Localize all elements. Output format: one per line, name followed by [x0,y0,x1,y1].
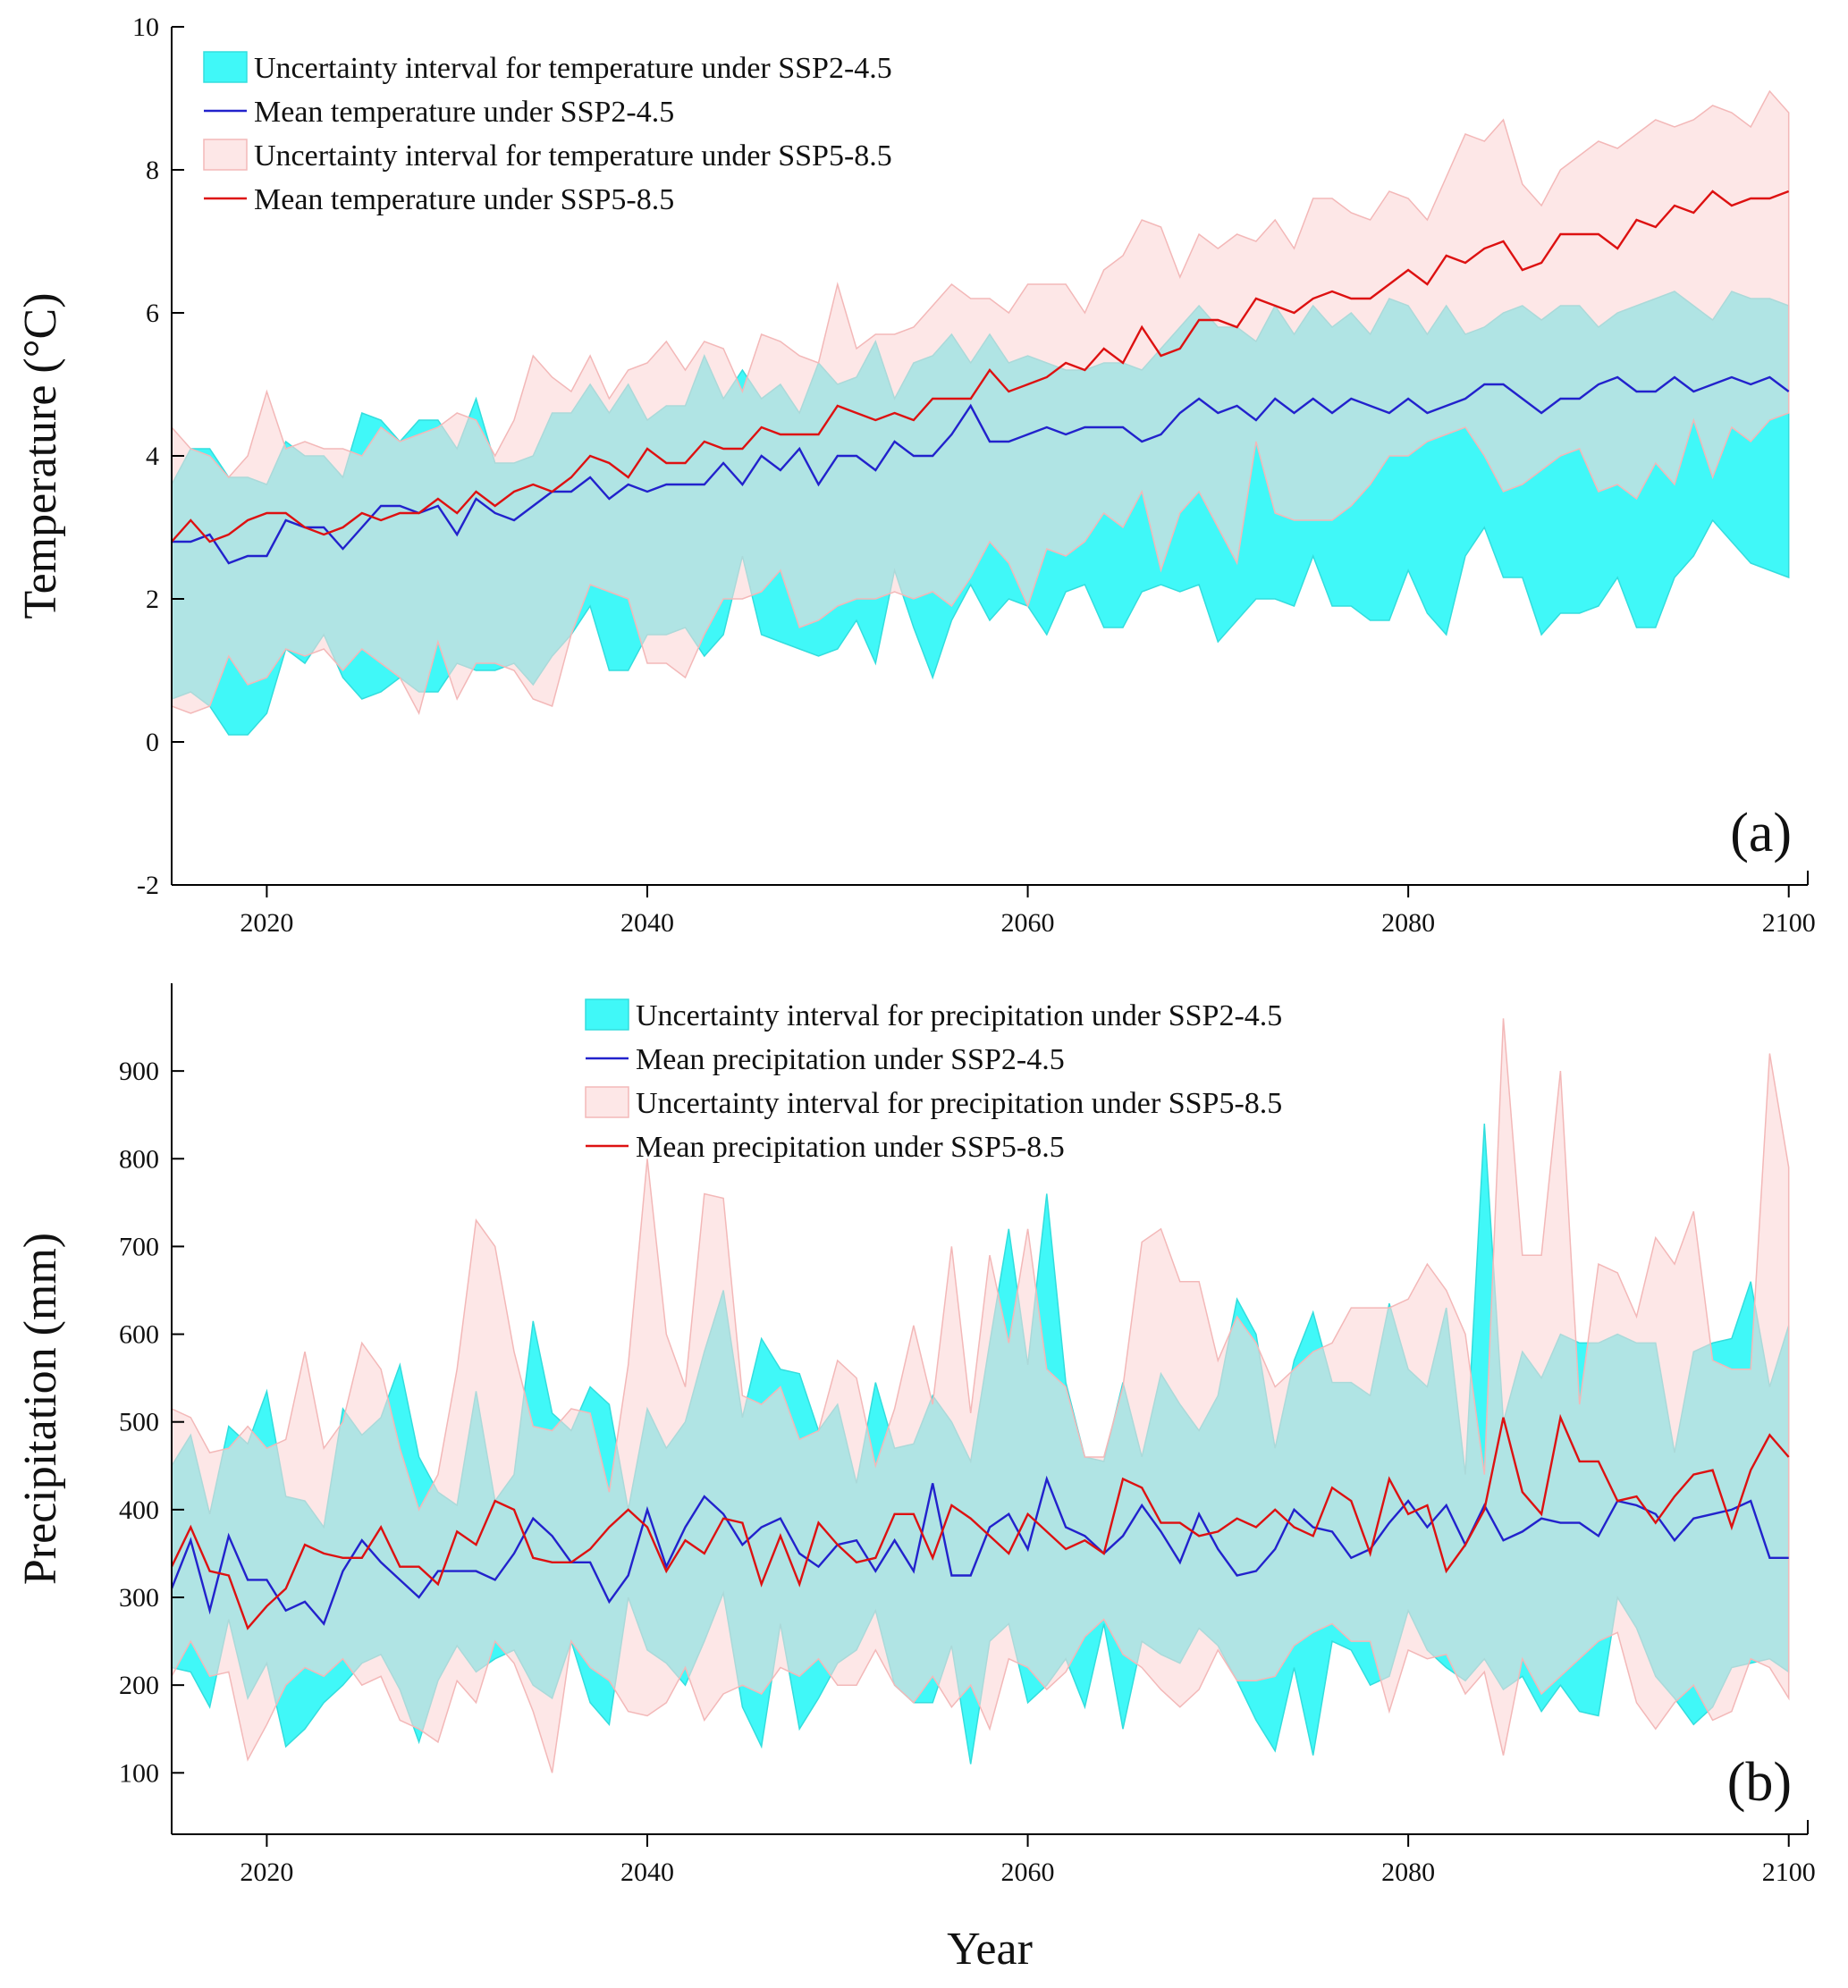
temp-legend-label: Mean temperature under SSP2-4.5 [254,96,674,129]
temp-y-tick-label: 10 [132,13,159,42]
precip-mean-line-ssp585 [170,1413,1790,1630]
temp-y-tick-label: 8 [146,156,159,185]
precip-x-tick-label: 2040 [620,1857,674,1887]
temp-legend-swatch-band [203,51,248,83]
precip-x-tick-label: 2100 [1762,1857,1816,1887]
temp-x-tick-label: 2060 [1001,908,1055,938]
precip-legend-label: Mean precipitation under SSP5-8.5 [636,1131,1065,1164]
precip-x-tick-label: 2080 [1381,1857,1435,1887]
temp-legend-label: Uncertainty interval for temperature und… [254,52,892,85]
precip-mean-line-ssp245 [170,1475,1789,1626]
precip-y-tick-label: 400 [119,1495,159,1525]
temp-y-tick-label: 0 [146,728,159,757]
precip-y-tick-label: 100 [119,1758,159,1788]
temp-x-tick-label: 2080 [1381,908,1435,938]
temp-band-ssp585 [171,89,1790,716]
temp-legend-swatch-band [203,139,248,171]
precip-y-tick-label: 800 [119,1144,159,1174]
temp-x-tick-label: 2040 [620,908,674,938]
precip-legend-swatch-band [585,998,629,1031]
temp-x-tick-label: 2020 [240,908,293,938]
precip-y-tick-label: 900 [119,1057,159,1086]
precip-legend-label: Uncertainty interval for precipitation u… [636,999,1282,1032]
temp-y-tick-label: 2 [146,585,159,614]
precip-y-tick-label: 600 [119,1320,159,1350]
precip-y-axis-label: Precipitation (mm) [15,1233,66,1585]
temp-y-axis-label: Temperature (°C) [15,292,66,619]
temp-legend-label: Mean temperature under SSP5-8.5 [254,183,674,216]
temp-legend-label: Uncertainty interval for temperature und… [254,139,892,173]
temp-x-tick-label: 2100 [1762,908,1816,938]
precip-x-tick-label: 2060 [1001,1857,1055,1887]
precip-panel-label: (b) [1727,1752,1792,1813]
precip-y-tick-label: 700 [119,1232,159,1261]
temp-mean-line-ssp245 [172,375,1790,565]
precip-x-tick-label: 2020 [240,1857,293,1887]
precip-legend-label: Uncertainty interval for precipitation u… [636,1087,1282,1120]
temp-y-tick-label: -2 [137,871,159,900]
precip-legend-label: Mean precipitation under SSP2-4.5 [636,1043,1065,1076]
precip-y-tick-label: 200 [119,1671,159,1700]
precip-y-tick-label: 500 [119,1408,159,1437]
precip-x-axis-label: Year [947,1924,1033,1975]
precipitation-panel: 100 200 300 400 500 600 700 800 900 2020 2040 2060 2… [15,983,1816,1975]
temperature-panel: -2 0 2 4 6 8 10 2020 2040 2060 2080 2100 Temperature… [15,13,1816,938]
temp-panel-label: (a) [1730,803,1792,863]
temp-y-tick-label: 6 [146,299,159,328]
precip-legend-swatch-band [585,1086,629,1118]
temp-mean-line-ssp585 [171,190,1790,543]
temp-y-tick-label: 4 [146,442,159,471]
precip-y-tick-label: 300 [119,1583,159,1613]
precip-band-ssp585 [171,1018,1790,1773]
